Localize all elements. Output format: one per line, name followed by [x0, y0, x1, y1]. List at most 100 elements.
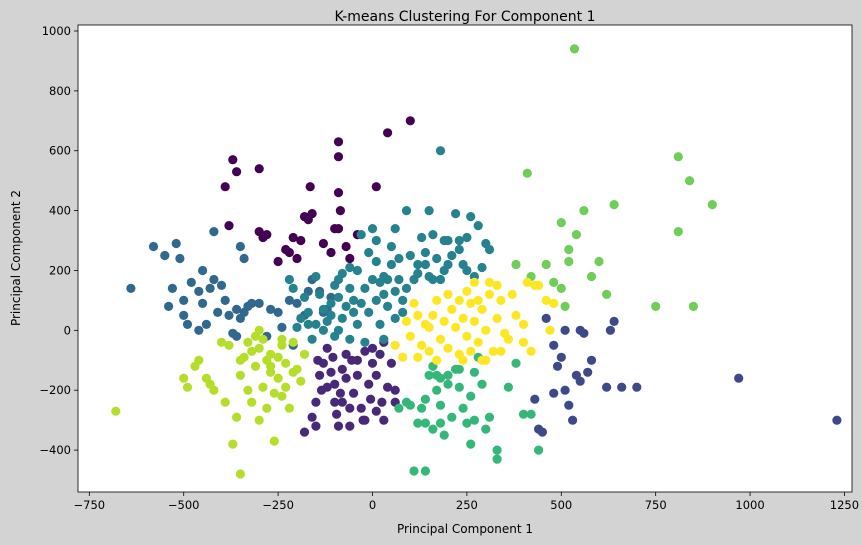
point-c7-34: [288, 337, 298, 347]
point-c3-26: [247, 298, 257, 308]
point-c1-1: [307, 412, 317, 422]
point-c4-65: [477, 262, 487, 273]
point-c6-12: [602, 289, 612, 299]
point-c6-11: [594, 256, 604, 267]
point-c6-9: [579, 206, 589, 216]
point-c4-31: [379, 289, 389, 299]
point-c7-45: [247, 346, 257, 356]
point-c1-29: [371, 370, 381, 380]
point-c8-19: [469, 277, 479, 287]
point-c5-37: [394, 403, 404, 413]
point-c4-27: [371, 295, 381, 305]
point-c7-28: [273, 352, 283, 362]
point-c6-6: [564, 244, 574, 255]
point-c8-29: [503, 334, 513, 344]
point-c5-32: [435, 418, 446, 428]
point-c8-25: [488, 346, 498, 356]
point-c0-31: [292, 253, 302, 264]
point-c6-22: [556, 283, 566, 293]
point-c4-18: [349, 295, 359, 305]
point-c1-24: [360, 346, 370, 356]
point-c7-13: [235, 469, 245, 479]
point-c4-86: [462, 265, 472, 276]
point-c5-17: [462, 418, 472, 428]
point-c7-17: [247, 397, 257, 407]
point-c4-38: [390, 313, 400, 323]
point-c7-22: [258, 334, 268, 344]
point-c3-12: [198, 298, 208, 308]
point-c3-7: [179, 310, 189, 320]
point-c1-27: [367, 358, 378, 368]
point-c4-75: [345, 262, 355, 273]
point-c8-36: [534, 280, 544, 290]
point-c5-29: [526, 409, 536, 419]
point-c3-29: [273, 307, 283, 317]
point-c1-8: [326, 367, 336, 377]
point-c1-32: [379, 415, 389, 425]
point-c3-9: [186, 277, 196, 287]
x-tick-label: 0: [369, 498, 376, 512]
point-c0-23: [341, 241, 351, 252]
point-c8-31: [511, 310, 521, 320]
point-c5-15: [454, 382, 464, 392]
point-c1-22: [356, 403, 366, 413]
point-c5-8: [432, 385, 442, 395]
point-c4-47: [413, 259, 423, 270]
point-c1-35: [390, 385, 400, 395]
point-c8-43: [443, 289, 453, 299]
point-c2-1: [549, 340, 559, 350]
point-c1-14: [335, 388, 345, 398]
x-tick-label: −750: [74, 498, 106, 512]
point-c4-62: [466, 212, 476, 222]
point-c4-82: [439, 235, 449, 246]
point-c7-41: [269, 388, 279, 398]
point-c1-12: [332, 409, 342, 419]
point-c1-30: [375, 349, 385, 359]
y-tick-label: 1000: [42, 24, 71, 38]
point-c4-2: [303, 307, 313, 317]
point-c4-17: [349, 307, 359, 317]
point-c4-68: [284, 274, 294, 285]
point-c0-4: [254, 164, 264, 174]
point-c8-41: [409, 298, 419, 308]
point-c8-45: [454, 295, 464, 305]
point-c1-18: [345, 403, 355, 413]
point-c4-84: [443, 259, 453, 270]
point-c7-27: [273, 373, 283, 383]
point-c8-51: [492, 280, 502, 290]
point-c1-42: [337, 397, 347, 407]
point-c4-20: [352, 319, 362, 329]
point-c5-1: [420, 466, 430, 476]
point-c8-30: [507, 289, 517, 299]
point-c6-17: [685, 176, 695, 186]
point-c2-21: [537, 427, 548, 437]
point-c7-36: [296, 376, 306, 386]
point-c3-13: [201, 319, 211, 329]
point-c7-43: [235, 355, 245, 365]
point-c5-27: [511, 358, 521, 368]
point-c4-19: [352, 265, 362, 276]
point-c4-79: [379, 271, 389, 282]
point-c4-80: [390, 224, 400, 234]
point-c5-28: [518, 409, 529, 419]
point-c2-22: [549, 388, 559, 398]
point-c5-36: [401, 397, 412, 407]
point-c4-23: [360, 337, 370, 347]
point-c3-18: [216, 280, 227, 290]
point-c3-5: [171, 238, 181, 249]
point-c1-11: [330, 397, 340, 407]
point-c4-22: [360, 283, 370, 293]
point-c4-88: [420, 259, 430, 270]
point-c7-2: [182, 382, 193, 392]
y-axis-label: Principal Component 2: [9, 190, 23, 326]
point-c0-10: [284, 247, 294, 258]
point-c2-7: [568, 415, 578, 425]
point-c1-33: [383, 382, 393, 392]
point-c1-21: [352, 370, 362, 380]
point-c7-40: [262, 355, 272, 365]
point-c3-30: [277, 322, 287, 332]
point-c1-31: [377, 397, 387, 407]
point-c5-25: [492, 454, 502, 464]
point-c8-37: [541, 295, 551, 305]
point-c4-36: [386, 241, 396, 252]
